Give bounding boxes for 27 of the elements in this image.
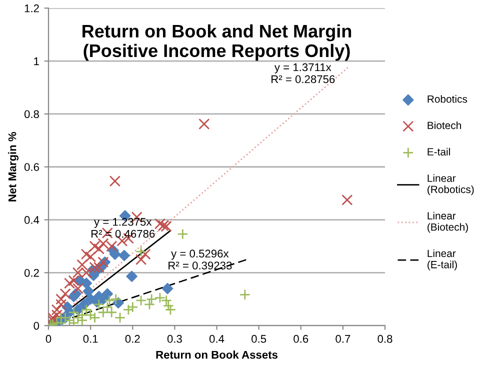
annotation: y = 1.3711x R² = 0.28756 <box>272 63 335 84</box>
annotation: y = 1.2375x R² = 0.46786 <box>92 218 155 238</box>
y-tick-label: 1 <box>34 57 39 66</box>
legend-label: Linear (E-tail) <box>428 249 457 270</box>
y-tick-label: 0.4 <box>24 216 40 224</box>
y-tick-label: 0.2 <box>24 268 39 277</box>
y-tick-label: 0.6 <box>24 163 39 172</box>
legend-label: Biotech <box>428 121 461 130</box>
y-tick-label: 0 <box>34 322 40 330</box>
y-tick-label: 0.8 <box>24 110 39 118</box>
y-axis-title: Net Margin % <box>8 132 18 202</box>
legend-label: Linear (Biotech) <box>428 212 468 233</box>
legend-label: Robotics <box>428 95 468 103</box>
legend-label: E-tail <box>428 148 450 156</box>
text: Return on Book and Net Margin (Positive Income Reports Only) <box>82 24 352 61</box>
legend-label: Linear (Robotics) <box>428 174 474 196</box>
x-tick-label: 0.6 <box>294 334 308 343</box>
x-tick-label: 0.8 <box>378 334 392 343</box>
y-tick-label: 1.2 <box>24 4 39 12</box>
x-tick-label: 0.2 <box>125 334 140 343</box>
x-tick-label: 0.3 <box>167 334 182 343</box>
x-tick-label: 0.1 <box>83 334 98 343</box>
x-axis-title: Return on Book Assets <box>156 350 278 359</box>
x-tick-label: 0.4 <box>209 334 224 343</box>
x-tick-label: 0.7 <box>336 334 350 343</box>
x-tick-label: 0 <box>46 334 52 343</box>
x-tick-label: 0.5 <box>252 334 266 343</box>
